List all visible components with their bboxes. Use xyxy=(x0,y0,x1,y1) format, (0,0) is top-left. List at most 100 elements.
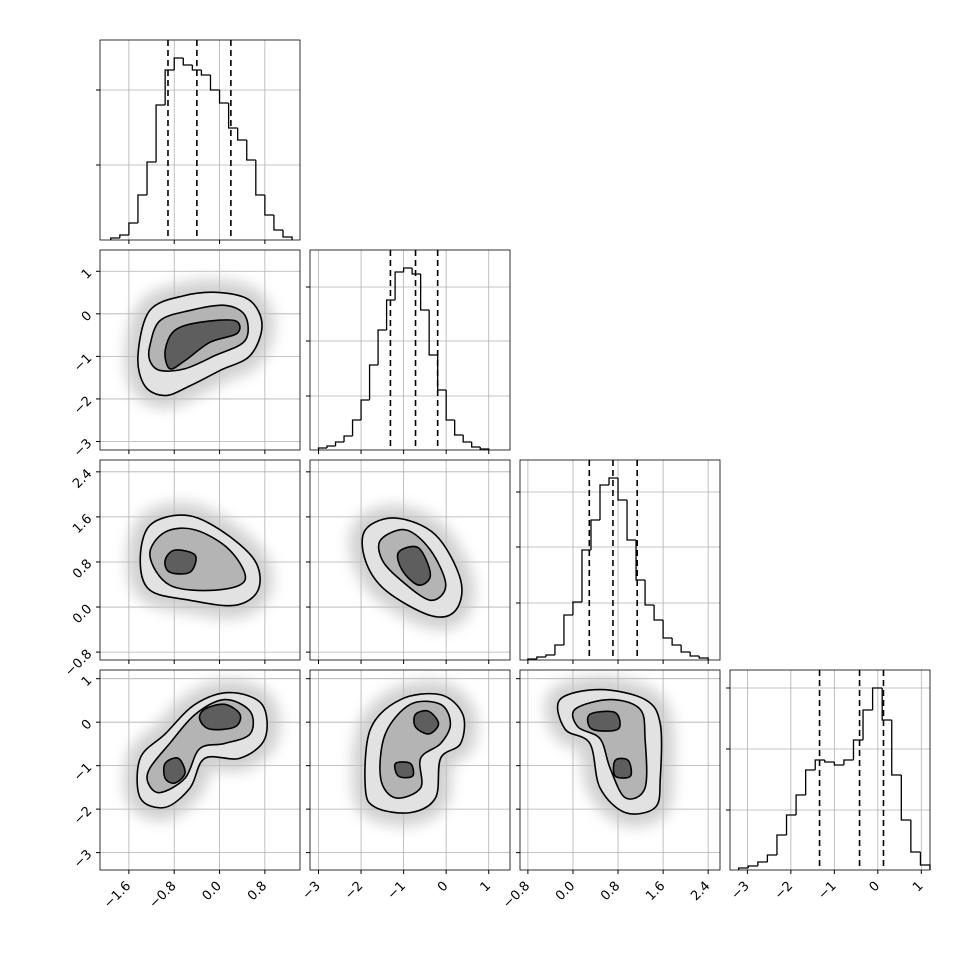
histogram-step xyxy=(200,70,211,76)
histogram-step xyxy=(402,267,413,272)
density-contour xyxy=(149,527,247,592)
histogram-step xyxy=(360,399,370,420)
histogram-step xyxy=(218,90,229,104)
histogram-step xyxy=(317,447,328,450)
density-contour xyxy=(396,545,432,586)
histogram-step xyxy=(273,215,284,231)
histogram-step xyxy=(698,656,709,660)
histogram-step xyxy=(833,762,844,766)
histogram-step xyxy=(128,222,138,235)
histogram-step xyxy=(747,865,758,868)
histogram-step xyxy=(680,645,691,653)
histogram-step xyxy=(351,419,362,436)
histogram-step xyxy=(246,140,256,161)
histogram-step xyxy=(377,329,387,365)
y-tick-label: 0 xyxy=(79,309,95,325)
density-contour xyxy=(612,757,633,779)
histogram-step xyxy=(445,390,455,421)
x-tick-label: −1 xyxy=(385,879,409,903)
density-contour xyxy=(164,319,241,370)
histogram-step xyxy=(282,230,293,240)
histogram-step xyxy=(334,441,345,446)
histogram-step xyxy=(843,759,854,765)
histogram-step xyxy=(385,299,396,330)
histogram-step xyxy=(653,605,664,621)
histogram-step xyxy=(635,540,646,581)
density-contour xyxy=(198,703,242,731)
histogram-step xyxy=(237,128,247,141)
histogram-step xyxy=(146,161,157,195)
histogram-step xyxy=(900,775,911,821)
histogram-step xyxy=(164,69,175,105)
histogram-step xyxy=(545,654,555,657)
x-tick-label: 1.6 xyxy=(643,879,668,904)
density-contour xyxy=(586,710,621,732)
histogram-step xyxy=(891,720,902,776)
histogram-step xyxy=(581,549,591,602)
x-tick-label: −2 xyxy=(342,879,366,903)
y-tick-label: 1.6 xyxy=(70,512,95,537)
x-tick-label: −0.8 xyxy=(147,879,180,912)
histogram-step xyxy=(626,500,637,541)
panel-frame xyxy=(519,669,721,871)
histogram-step xyxy=(590,519,600,550)
panel-frame xyxy=(729,669,931,871)
histogram-step xyxy=(776,834,787,855)
histogram-step xyxy=(738,867,749,870)
histogram-step xyxy=(462,435,472,443)
histogram-step xyxy=(671,638,682,646)
histogram-step xyxy=(411,268,421,275)
histogram-step xyxy=(852,739,864,760)
y-tick-label: 2.4 xyxy=(70,467,95,492)
histogram-step xyxy=(137,194,148,223)
density-contour xyxy=(162,757,186,785)
histogram-step xyxy=(871,687,883,710)
x-tick-label: 0 xyxy=(435,879,451,895)
histogram-step xyxy=(608,477,619,485)
density-contour xyxy=(164,549,197,575)
histogram-step xyxy=(191,65,202,71)
histogram-step xyxy=(182,58,193,66)
histogram-step xyxy=(454,420,464,436)
histogram-step xyxy=(209,75,220,91)
histogram-step xyxy=(255,160,265,196)
y-tick-label: −3 xyxy=(71,847,95,871)
histogram-step xyxy=(110,237,120,240)
panel-frame xyxy=(519,459,721,661)
x-tick-label: 0.0 xyxy=(553,879,578,904)
histogram-step xyxy=(437,355,447,391)
y-tick-label: −3 xyxy=(71,436,95,460)
histogram-step xyxy=(572,601,582,615)
histogram-step xyxy=(805,769,816,795)
y-tick-label: 0 xyxy=(79,717,95,733)
histogram-step xyxy=(536,656,546,659)
panel-frame xyxy=(309,459,511,661)
histogram-step xyxy=(119,234,129,238)
x-tick-label: −0.8 xyxy=(500,879,533,912)
histogram-step xyxy=(824,760,835,763)
density-contour xyxy=(413,709,440,735)
histogram-step xyxy=(155,104,166,162)
x-tick-label: 0.0 xyxy=(200,879,225,904)
histogram-step xyxy=(599,484,610,520)
histogram-step xyxy=(910,820,921,853)
y-tick-label: −1 xyxy=(71,351,95,375)
histogram-step xyxy=(919,852,931,870)
x-tick-label: 2.4 xyxy=(688,879,713,904)
x-tick-label: −1 xyxy=(815,879,839,903)
histogram-step xyxy=(662,620,673,639)
y-tick-label: −1 xyxy=(71,760,95,784)
histogram-step xyxy=(766,854,777,862)
x-tick-label: 1 xyxy=(478,879,494,895)
histogram-step xyxy=(689,652,700,657)
histogram-step xyxy=(326,445,336,448)
x-tick-label: 0.8 xyxy=(245,879,270,904)
histogram-step xyxy=(757,861,768,866)
histogram-step xyxy=(264,195,274,216)
x-tick-label: −3 xyxy=(300,879,324,903)
x-tick-label: −1.6 xyxy=(101,879,134,912)
x-tick-label: 0.8 xyxy=(598,879,623,904)
histogram-step xyxy=(785,814,797,835)
